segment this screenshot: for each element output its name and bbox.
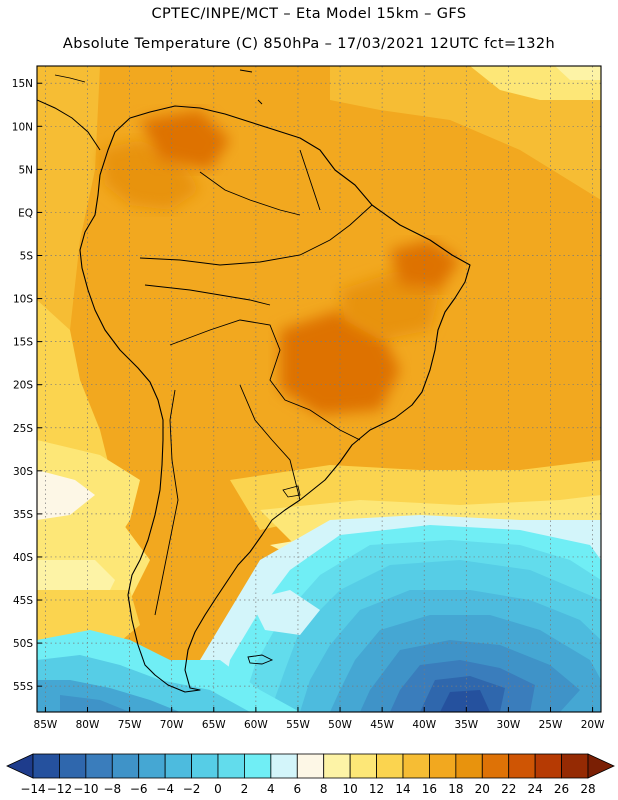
colorbar-swatch bbox=[111, 753, 140, 779]
colorbar-label: 26 bbox=[554, 782, 569, 796]
colorbar-swatch bbox=[32, 753, 60, 779]
colorbar-label: −10 bbox=[73, 782, 98, 796]
colorbar-swatch bbox=[138, 753, 166, 779]
x-tick-label: 65W bbox=[202, 719, 226, 731]
colorbar-swatch bbox=[481, 753, 510, 779]
y-tick-label: 10N bbox=[12, 121, 33, 133]
x-tick-label: 45W bbox=[370, 719, 394, 731]
colorbar-label: 2 bbox=[241, 782, 249, 796]
colorbar-label: 18 bbox=[448, 782, 463, 796]
colorbar-label: 28 bbox=[580, 782, 595, 796]
temperature-field bbox=[37, 66, 601, 712]
colorbar-swatch bbox=[455, 753, 483, 779]
colorbar-swatch bbox=[323, 753, 351, 779]
y-tick-label: 10S bbox=[13, 294, 33, 306]
colorbar-label: 0 bbox=[214, 782, 222, 796]
latitude-axis: 15N 10N 5N EQ 5S 10S 15S 20S 25S 30S 35S 40S 45S 50S 5… bbox=[12, 78, 42, 693]
y-tick-label: 45S bbox=[13, 595, 33, 607]
colorbar-label: −14 bbox=[20, 782, 45, 796]
colorbar-swatch bbox=[244, 753, 272, 779]
longitude-axis: 85W 80W 75W 70W 65W 60W 55W 50W 45W 40W 35W 30W 25W 2… bbox=[34, 707, 605, 731]
colorbar-label: −2 bbox=[183, 782, 201, 796]
y-tick-label: 25S bbox=[13, 423, 33, 435]
colorbar-label: 10 bbox=[343, 782, 358, 796]
colorbar-label: 6 bbox=[293, 782, 301, 796]
colorbar-swatch bbox=[429, 753, 457, 779]
y-tick-label: 5N bbox=[18, 164, 33, 176]
x-tick-label: 50W bbox=[328, 719, 352, 731]
colorbar-swatch bbox=[534, 753, 562, 779]
x-tick-label: 70W bbox=[160, 719, 184, 731]
y-tick-label: 5S bbox=[20, 250, 34, 262]
chart-title-line-2: Absolute Temperature (C) 850hPa – 17/03/… bbox=[62, 36, 556, 52]
x-tick-label: 35W bbox=[454, 719, 478, 731]
y-tick-label: 15S bbox=[13, 337, 33, 349]
colorbar-swatch bbox=[85, 753, 113, 779]
y-tick-label: 55S bbox=[13, 681, 33, 693]
x-tick-label: 75W bbox=[118, 719, 142, 731]
colorbar-swatch bbox=[191, 753, 219, 779]
y-tick-label: 15N bbox=[12, 78, 33, 90]
colorbar-label: 8 bbox=[320, 782, 328, 796]
y-tick-label: 50S bbox=[13, 638, 33, 650]
colorbar-label: −12 bbox=[47, 782, 72, 796]
colorbar-swatch bbox=[376, 753, 404, 779]
y-tick-label: EQ bbox=[18, 207, 33, 219]
x-tick-label: 30W bbox=[497, 719, 521, 731]
colorbar-swatch bbox=[561, 753, 589, 779]
x-tick-label: 20W bbox=[581, 719, 605, 731]
colorbar-swatch bbox=[349, 753, 377, 779]
colorbar-label: −8 bbox=[103, 782, 121, 796]
x-tick-label: 80W bbox=[76, 719, 100, 731]
y-tick-label: 20S bbox=[13, 380, 33, 392]
colorbar-max-arrow bbox=[587, 753, 615, 779]
x-tick-label: 40W bbox=[412, 719, 436, 731]
colorbar-label: −4 bbox=[156, 782, 174, 796]
y-tick-label: 40S bbox=[13, 552, 33, 564]
map-frame bbox=[36, 65, 602, 713]
x-tick-label: 85W bbox=[34, 719, 58, 731]
x-tick-label: 55W bbox=[286, 719, 310, 731]
colorbar-label: 22 bbox=[501, 782, 516, 796]
x-tick-label: 25W bbox=[539, 719, 563, 731]
x-tick-label: 60W bbox=[244, 719, 268, 731]
colorbar-swatch bbox=[296, 753, 325, 779]
colorbar-swatch bbox=[59, 753, 87, 779]
coastline bbox=[37, 69, 471, 693]
colorbar-min-arrow bbox=[6, 753, 34, 779]
colorbar-label: −6 bbox=[130, 782, 148, 796]
colorbar-label: 4 bbox=[267, 782, 275, 796]
colorbar-label: 14 bbox=[395, 782, 410, 796]
colorbar-swatch bbox=[270, 753, 298, 779]
colorbar-label: 24 bbox=[528, 782, 543, 796]
chart-title-line-1: CPTEC/INPE/MCT – Eta Model 15km – GFS bbox=[151, 6, 467, 22]
colorbar-swatch bbox=[508, 753, 536, 779]
y-tick-label: 35S bbox=[13, 509, 33, 521]
colorbar-swatch bbox=[164, 753, 192, 779]
colorbar-swatch bbox=[402, 753, 430, 779]
colorbar-label: 20 bbox=[475, 782, 490, 796]
colorbar-label: 16 bbox=[422, 782, 437, 796]
y-tick-label: 30S bbox=[13, 466, 33, 478]
colorbar-label: 12 bbox=[369, 782, 384, 796]
colorbar-swatch bbox=[217, 753, 245, 779]
